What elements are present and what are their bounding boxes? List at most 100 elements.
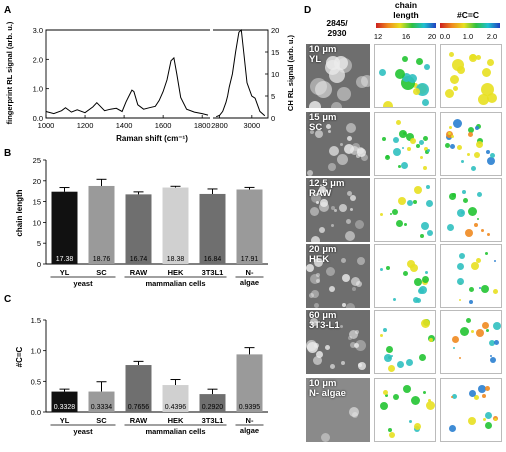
category-label: SC: [96, 416, 107, 425]
cell-blob: [307, 342, 318, 353]
map-blob: [451, 396, 453, 398]
bar: [88, 185, 115, 264]
header-line: length: [393, 10, 419, 20]
map-blob: [386, 266, 390, 270]
map-blob: [477, 218, 479, 220]
column-header-chain-length: chain length: [393, 0, 419, 20]
map-blob: [457, 263, 464, 270]
category-label: RAW: [130, 268, 148, 277]
y-tick-label: 15: [33, 198, 41, 207]
cell-blob: [329, 146, 339, 156]
column-header-ratio: 2845/2930: [326, 18, 348, 38]
map-blob: [393, 148, 401, 156]
map-blob: [477, 192, 482, 197]
y-tick-label-left: 0.0: [33, 114, 43, 123]
map-blob: [487, 93, 497, 103]
y-tick-label: 1.5: [31, 316, 41, 325]
map-blob: [429, 338, 433, 342]
y-tick-label-right: 5: [271, 92, 275, 101]
map-blob: [475, 126, 479, 130]
map-blob: [393, 298, 396, 301]
cell-blob: [319, 227, 325, 233]
cell-blob: [310, 318, 318, 326]
panel-letter-a: A: [4, 5, 11, 16]
map-blob: [427, 230, 433, 236]
cell-blob: [349, 330, 358, 339]
map-blob: [474, 223, 478, 227]
map-blob: [476, 55, 481, 60]
bar-value-label: 0.9395: [239, 404, 261, 411]
map-blob: [476, 329, 484, 337]
cell-blob: [316, 201, 319, 204]
cell-blob: [315, 130, 323, 138]
category-label: SC: [96, 268, 107, 277]
cc-map-3t3l1: [440, 310, 502, 374]
x-tick-label: 1600: [155, 121, 172, 130]
map-blob: [391, 355, 393, 357]
map-blob: [452, 59, 464, 71]
cell-blob: [347, 136, 352, 141]
map-blob: [459, 299, 461, 301]
category-label: HEK: [168, 268, 184, 277]
cc-map-sc: [440, 112, 502, 176]
map-blob: [407, 200, 413, 206]
cell-blob: [313, 356, 322, 365]
cell-blob: [340, 143, 343, 146]
map-blob: [380, 402, 388, 410]
map-blob: [388, 365, 395, 372]
bar: [236, 189, 263, 264]
map-blob: [471, 166, 476, 171]
colorbar-tick: 12: [374, 32, 382, 41]
map-blob: [453, 347, 455, 349]
map-blob: [380, 268, 383, 271]
category-label: algae: [240, 278, 259, 287]
map-blob: [463, 198, 468, 203]
map-blob: [402, 73, 411, 82]
cell-blob: [337, 154, 348, 165]
row-label-yl: 10 μm YL: [309, 44, 337, 65]
map-blob: [413, 200, 417, 204]
cell-blob: [328, 130, 331, 133]
bar-value-label: 0.4396: [165, 404, 187, 411]
cell-blob: [356, 281, 362, 287]
map-blob: [490, 153, 495, 158]
bar-value-label: 16.84: [204, 256, 222, 263]
bar: [162, 385, 189, 412]
map-blob: [420, 234, 424, 238]
bar-value-label: 17.38: [56, 256, 74, 263]
bar: [162, 187, 189, 264]
cell-blob: [331, 206, 335, 210]
map-blob: [416, 144, 420, 148]
map-blob: [419, 140, 424, 145]
map-blob: [457, 278, 464, 285]
category-label: 3T3L1: [202, 268, 224, 277]
colorbar-tick: 2.0: [487, 32, 497, 41]
cell-blob: [331, 224, 334, 227]
map-blob: [411, 396, 420, 405]
map-blob: [423, 136, 428, 141]
cell-blob: [311, 290, 319, 298]
map-blob: [427, 149, 430, 152]
map-blob: [406, 359, 413, 366]
map-blob: [478, 385, 486, 393]
y-tick-label-right: 0: [271, 114, 275, 123]
plot-frame-right: [213, 29, 269, 119]
map-blob: [483, 418, 486, 421]
map-blob: [410, 264, 418, 272]
map-blob: [424, 64, 430, 70]
map-blob: [385, 394, 388, 397]
map-blob: [393, 137, 399, 143]
map-blob: [452, 336, 459, 343]
cell-blob: [350, 146, 359, 155]
map-blob: [461, 160, 464, 163]
map-blob: [486, 150, 490, 154]
spectrum-chart: A 1000 1200 1400 1600 1800 2800 3000 0.0 1.0 2.0 3…: [4, 5, 295, 143]
x-tick-label: 1800: [194, 121, 211, 130]
map-blob: [494, 418, 497, 421]
y-tick-label-right: 10: [271, 70, 279, 79]
map-blob: [489, 340, 495, 346]
map-blob: [468, 127, 474, 133]
cell-blob: [328, 163, 336, 171]
cell-blob: [337, 87, 351, 101]
map-blob: [386, 346, 393, 353]
